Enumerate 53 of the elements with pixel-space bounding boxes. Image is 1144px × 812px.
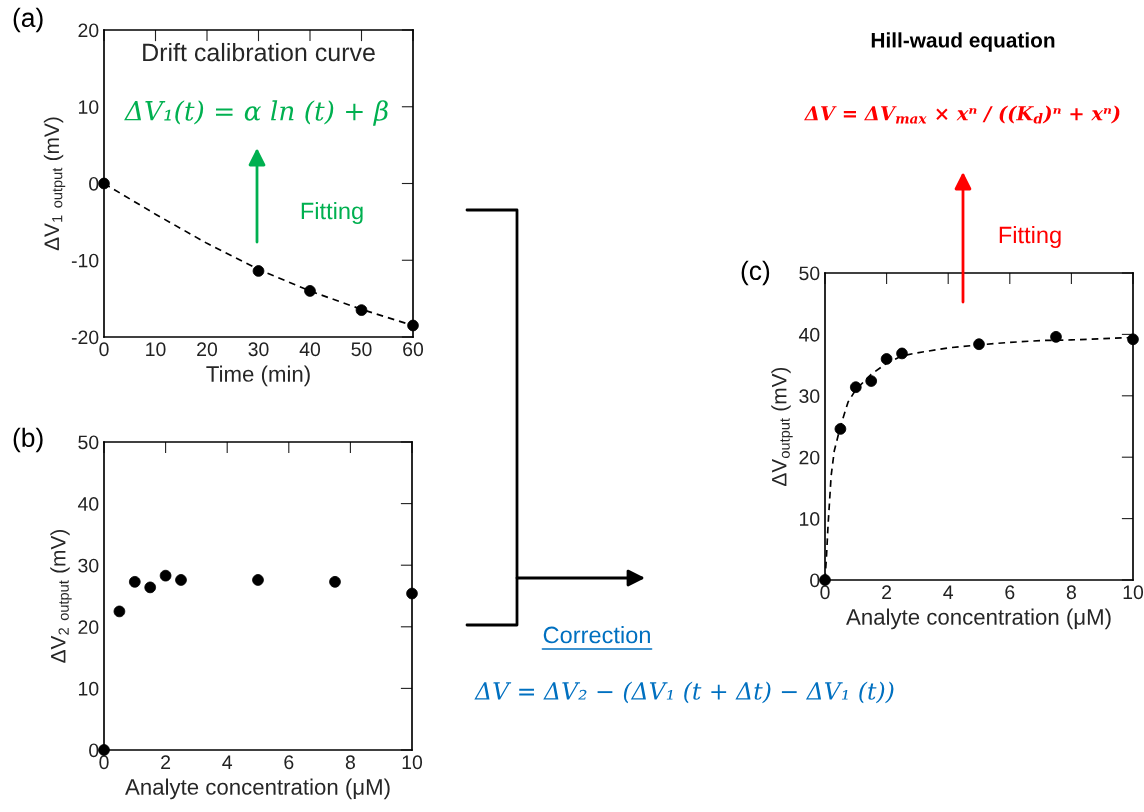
text: Fitting [999, 225, 1061, 248]
annotation: ΔV₁(t) = α ln (t) + β [124, 100, 388, 126]
x-axis-title: Time (min) [206, 365, 310, 387]
x-axis-title: Analyte concentration (μM) [846, 608, 1111, 630]
x-tick-label: 2 [882, 585, 892, 599]
y-axis-title: ΔV$_{output}$ (mV) [771, 367, 793, 486]
x-tick-label: 2 [161, 755, 171, 769]
y-tick-label: -10 [71, 253, 99, 268]
x-tick-label: 20 [197, 342, 218, 357]
x-tick-label: 50 [351, 342, 372, 357]
x-tick-label: 8 [1066, 585, 1076, 600]
x-tick-label: 0 [99, 342, 109, 357]
x-tick-label: 6 [1005, 585, 1015, 600]
x-tick-label: 8 [345, 755, 355, 770]
x-tick-label: 60 [403, 342, 424, 357]
y-tick-label: 50 [78, 435, 99, 450]
y-tick-label: 10 [800, 512, 820, 526]
y-tick-label: 20 [78, 23, 99, 38]
text: (c) [741, 260, 770, 286]
y-tick-label: 0 [89, 176, 99, 191]
x-tick-label: 10 [146, 342, 166, 357]
y-tick-label: 10 [79, 681, 99, 696]
x-tick-label: 10 [402, 755, 423, 770]
y-tick-label: 0 [810, 573, 820, 588]
y-tick-label: 10 [79, 100, 99, 114]
x-axis-title: Analyte concentration (μM) [125, 778, 390, 800]
y-tick-label: 30 [78, 558, 99, 573]
chart-title: Drift calibration curve [143, 42, 375, 62]
y-tick-label: 0 [89, 743, 99, 758]
y-tick-label: 40 [798, 327, 820, 342]
x-tick-label: 0 [99, 755, 109, 770]
text: ΔV = ΔV$_{max}$ × xⁿ / ((K$_{d}$)ⁿ + xⁿ) [804, 105, 1120, 124]
text: (a) [13, 7, 43, 33]
x-tick-label: 30 [248, 342, 269, 357]
y-tick-label: 20 [799, 450, 820, 465]
text: Hill-waud equation [871, 32, 1055, 52]
text: (b) [13, 427, 43, 453]
x-tick-label: 40 [299, 342, 321, 357]
y-tick-label: -20 [71, 330, 99, 345]
y-axis-title: ΔV$_{2 output}$ (mV) [50, 530, 72, 663]
x-tick-label: 4 [222, 755, 233, 769]
y-tick-label: 30 [799, 389, 820, 404]
y-axis-title: ΔV$_{1 output}$ (mV) [43, 117, 66, 251]
annotation: Fitting [301, 201, 363, 224]
text: Correction [543, 625, 650, 644]
x-tick-label: 6 [284, 755, 294, 770]
y-tick-label: 20 [78, 620, 99, 635]
x-tick-label: 10 [1123, 585, 1144, 600]
y-tick-label: 50 [799, 266, 820, 281]
x-tick-label: 0 [820, 585, 830, 600]
y-tick-label: 40 [77, 497, 99, 511]
x-tick-label: 4 [943, 585, 954, 599]
text: ΔV = ΔV₂ − (ΔV₁ (t + Δt) − ΔV₁ (t)) [474, 681, 894, 704]
